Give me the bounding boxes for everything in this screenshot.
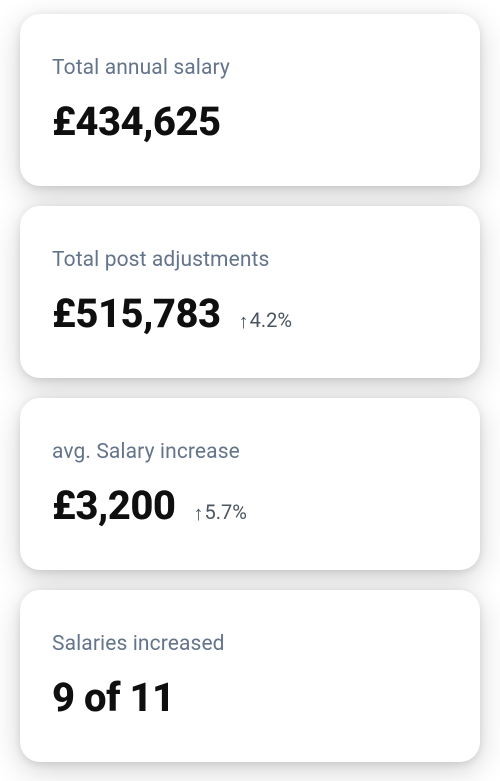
arrow-up-icon: ↑ [193,503,203,523]
delta-text: 4.2% [250,308,292,332]
card-value-row: £3,200 ↑5.7% [52,482,448,529]
stat-card-total-post-adjustments: Total post adjustments £515,783 ↑4.2% [20,206,480,378]
card-label: Salaries increased [52,632,448,656]
card-value: £434,625 [52,98,221,145]
card-value-row: £434,625 [52,98,448,145]
card-value: 9 of 11 [52,674,175,721]
delta-text: 5.7% [204,500,246,524]
delta-badge: ↑5.7% [193,500,246,524]
card-label: Total post adjustments [52,248,448,272]
card-value-row: 9 of 11 [52,674,448,721]
stat-card-salaries-increased: Salaries increased 9 of 11 [20,590,480,762]
card-value: £515,783 [52,290,221,337]
stat-card-avg-salary-increase: avg. Salary increase £3,200 ↑5.7% [20,398,480,570]
card-label: avg. Salary increase [52,440,448,464]
card-value: £3,200 [52,482,175,529]
arrow-up-icon: ↑ [239,311,249,331]
card-label: Total annual salary [52,56,448,80]
card-value-row: £515,783 ↑4.2% [52,290,448,337]
stat-card-total-annual-salary: Total annual salary £434,625 [20,14,480,186]
delta-badge: ↑4.2% [239,308,292,332]
